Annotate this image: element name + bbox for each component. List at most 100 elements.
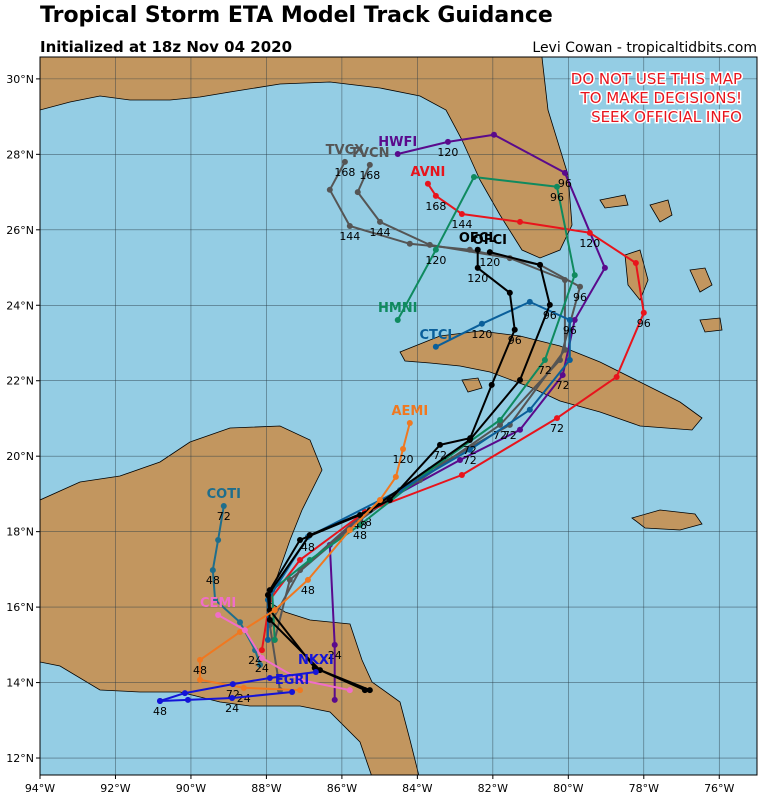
track-point — [361, 687, 368, 694]
forecast-hour-label: 48 — [353, 529, 367, 542]
central-america — [40, 425, 420, 775]
track-point — [424, 180, 431, 187]
track-point — [566, 356, 573, 363]
track-point — [266, 675, 273, 682]
forecast-hour-label: 120 — [479, 256, 500, 269]
track-point — [312, 668, 319, 675]
track-point — [571, 272, 578, 279]
jamaica — [631, 509, 703, 531]
track-point — [258, 647, 265, 654]
forecast-hour-label: 96 — [563, 324, 577, 337]
track-name: EGRI — [275, 673, 309, 688]
forecast-hour-label: 144 — [370, 226, 391, 239]
x-tick-label: 92°W — [100, 782, 130, 795]
track-point — [157, 698, 164, 705]
forecast-hour-label: 96 — [508, 334, 522, 347]
forecast-hour-label: 168 — [359, 169, 380, 182]
track-point — [553, 183, 560, 190]
track-point — [561, 276, 568, 283]
forecast-hour-label: 48 — [206, 574, 220, 587]
track-point — [497, 416, 504, 423]
x-tick-label: 86°W — [327, 782, 357, 795]
track-point — [444, 138, 451, 145]
y-tick-label: 30°N — [6, 73, 34, 86]
track-point — [457, 456, 464, 463]
forecast-hour-label: 72 — [550, 422, 564, 435]
track-point — [264, 636, 271, 643]
track-point — [601, 264, 608, 271]
forecast-hour-label: 168 — [334, 166, 355, 179]
track-name: AEMI — [391, 404, 428, 419]
track-point — [271, 636, 278, 643]
track-point — [490, 131, 497, 138]
track-point — [264, 592, 271, 599]
track-point — [266, 616, 273, 623]
track-point — [470, 173, 477, 180]
y-tick-label: 26°N — [6, 224, 34, 237]
forecast-hour-label: 48 — [193, 664, 207, 677]
track-point — [197, 656, 204, 663]
track-point — [297, 676, 304, 683]
track-point — [488, 381, 495, 388]
forecast-hour-label: 24 — [328, 649, 342, 662]
track-point — [526, 298, 533, 305]
map-area: 120 96 72 48 24 HWFI 168 144 96 72 TVCX 168 144 72 TVC… — [40, 57, 757, 775]
track-point — [458, 472, 465, 479]
track-point — [331, 696, 338, 703]
track-point — [297, 556, 304, 563]
track-point — [394, 150, 401, 157]
track-point — [392, 473, 399, 480]
track-line — [199, 422, 411, 692]
track-point — [432, 192, 439, 199]
track-point — [553, 415, 560, 422]
grid — [40, 57, 757, 775]
track-point — [571, 316, 578, 323]
track-name: AVNI — [410, 165, 445, 180]
track-point — [357, 521, 364, 528]
track-point — [229, 681, 236, 688]
track-name: COTI — [207, 487, 241, 502]
forecast-hour-label: 120 — [579, 237, 600, 250]
track-point — [437, 441, 444, 448]
forecast-hour-label: 96 — [550, 191, 564, 204]
track-point — [517, 218, 524, 225]
y-tick-label: 18°N — [6, 526, 34, 539]
track-point — [426, 241, 433, 248]
track-point — [241, 627, 248, 634]
track-line — [260, 183, 645, 651]
track-point — [474, 246, 481, 253]
track-point — [306, 532, 313, 539]
track-point — [466, 446, 473, 453]
track-point — [289, 688, 296, 695]
track-point — [400, 446, 407, 453]
track-name: CEMI — [200, 596, 236, 611]
forecast-hour-label: 120 — [471, 328, 492, 341]
x-tick-label: 76°W — [704, 782, 734, 795]
track-point — [258, 655, 265, 662]
track-point — [212, 596, 219, 603]
forecast-hour-label: 48 — [301, 541, 315, 554]
warning: DO NOT USE THIS MAP TO MAKE DECISIONS! S… — [569, 69, 743, 128]
track-point — [237, 619, 244, 626]
y-tick-label: 22°N — [6, 375, 34, 388]
track-point — [215, 612, 222, 619]
y-tick-label: 12°N — [6, 752, 34, 765]
track-line — [159, 691, 293, 702]
track-point — [197, 676, 204, 683]
track-point — [229, 695, 236, 702]
track-point — [566, 316, 573, 323]
track-point — [586, 229, 593, 236]
track-point — [561, 169, 568, 176]
track-point — [432, 343, 439, 350]
track-name: OFCL — [459, 231, 497, 246]
track-point — [559, 372, 566, 379]
forecast-hour-label: 120 — [467, 272, 488, 285]
track-point — [331, 641, 338, 648]
track-name: CTCI — [419, 328, 452, 343]
track-point — [271, 607, 278, 614]
track-point — [497, 421, 504, 428]
track-point — [306, 556, 313, 563]
forecast-hour-label: 96 — [558, 177, 572, 190]
track-point — [297, 536, 304, 543]
